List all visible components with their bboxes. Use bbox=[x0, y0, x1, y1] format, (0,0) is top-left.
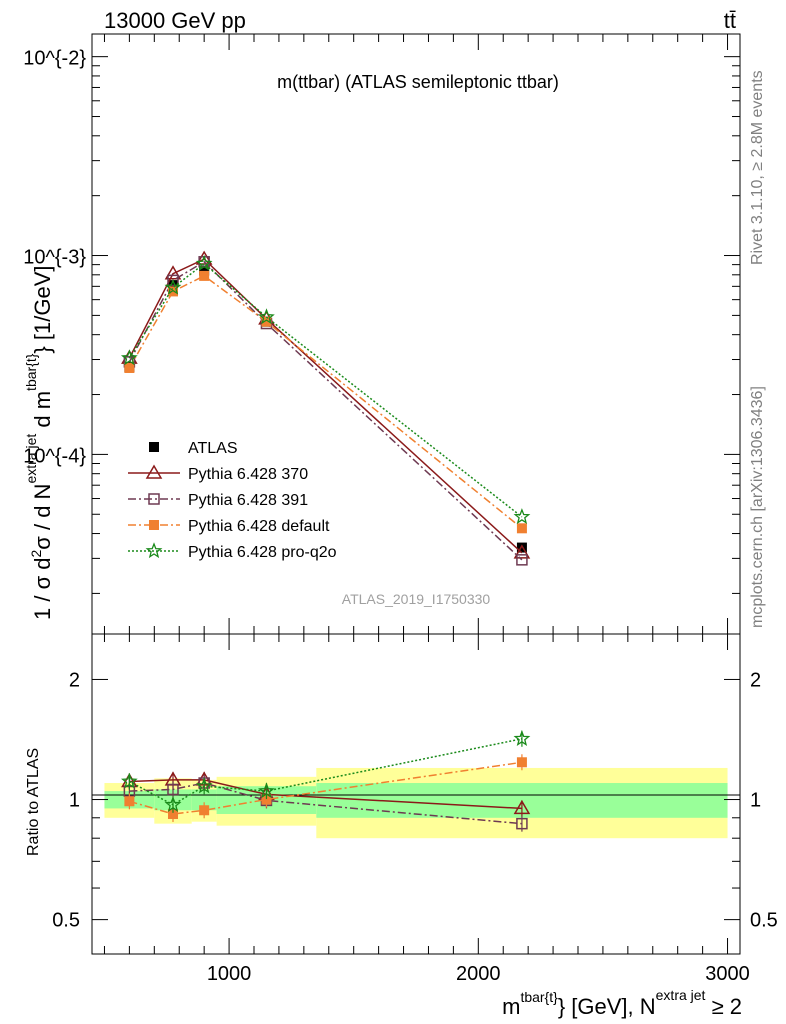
ratio-y-axis: 0.5 0.5 1 1 2 2 bbox=[52, 669, 778, 931]
ratio-point-2-1 bbox=[168, 808, 178, 819]
main-y-tick-label: 10^{-4} bbox=[23, 445, 86, 467]
ratio-y-tick-label-right: 2 bbox=[750, 669, 761, 691]
main-point-4-3 bbox=[258, 308, 275, 325]
main-y-tick-label: 10^{-2} bbox=[23, 48, 86, 70]
main-series-line-4 bbox=[128, 262, 523, 518]
ratio-y-tick-label: 1 bbox=[69, 790, 80, 812]
legend: ATLAS Pythia 6.428 370 Pythia 6.428 391 Pyt… bbox=[128, 440, 337, 561]
legend-marker-2 bbox=[148, 493, 160, 505]
analysis-watermark: ATLAS_2019_I1750330 bbox=[342, 591, 491, 607]
rivet-version-label: Rivet 3.1.10, ≥ 2.8M events bbox=[749, 70, 766, 265]
main-point-4-1 bbox=[164, 278, 182, 295]
main-y-axis-label: 1 / σ d2σ / d Nextra jet d mtbar{t}} [1/… bbox=[23, 266, 55, 621]
collision-label: 13000 GeV pp bbox=[104, 8, 246, 33]
ratio-point-2-0 bbox=[124, 796, 135, 807]
x-axis: 1000 2000 3000 bbox=[103, 34, 750, 985]
legend-marker-3 bbox=[149, 520, 159, 530]
main-series-line-3 bbox=[128, 275, 523, 529]
main-y-tick-label: 10^{-3} bbox=[23, 247, 86, 269]
main-series-layer bbox=[120, 250, 531, 566]
legend-label-0: ATLAS bbox=[188, 440, 238, 457]
legend-label-2: Pythia 6.428 391 bbox=[188, 492, 308, 509]
ratio-point-3-3 bbox=[258, 782, 275, 799]
main-point-2-1 bbox=[167, 274, 179, 287]
ratio-point-3-1 bbox=[164, 796, 182, 812]
main-point-3-3 bbox=[261, 316, 272, 327]
main-point-1-4 bbox=[513, 544, 531, 559]
ratio-y-tick-label-right: 1 bbox=[750, 790, 761, 812]
ratio-y-tick-label: 2 bbox=[69, 669, 80, 691]
ratio-point-2-4 bbox=[516, 757, 527, 768]
legend-label-4: Pythia 6.428 pro-q2o bbox=[188, 544, 337, 561]
mcplots-label: mcplots.cern.ch [arXiv:1306.3436] bbox=[749, 386, 766, 628]
main-point-4-2 bbox=[195, 254, 213, 271]
ratio-point-1-4 bbox=[516, 817, 528, 830]
ratio-panel: 0.5 0.5 1 1 2 2 1000 2000 3000 bbox=[52, 34, 778, 985]
main-point-0-2 bbox=[199, 265, 210, 276]
legend-marker-1 bbox=[145, 464, 163, 479]
ratio-point-0-4 bbox=[513, 799, 531, 815]
main-point-4-0 bbox=[120, 349, 138, 366]
legend-label-1: Pythia 6.428 370 bbox=[188, 466, 308, 483]
svg-text:1 / σ d2σ / d Nextra jet d mtb: 1 / σ d2σ / d Nextra jet d mtbar{t}} [1/… bbox=[23, 266, 55, 621]
x-axis-label: mtbar{t}} [GeV], Nextra jet ≥ 2 bbox=[502, 987, 742, 1019]
main-panel: m(ttbar) (ATLAS semileptonic ttbar) ATLA… bbox=[23, 33, 741, 635]
plot-title: m(ttbar) (ATLAS semileptonic ttbar) bbox=[277, 72, 559, 92]
main-point-3-4 bbox=[516, 523, 527, 534]
svg-text:mtbar{t}} [GeV], Nextra jet ≥: mtbar{t}} [GeV], Nextra jet ≥ 2 bbox=[502, 987, 742, 1019]
legend-marker-0 bbox=[149, 442, 159, 452]
ratio-y-tick-label-right: 0.5 bbox=[750, 910, 778, 932]
ratio-point-2-2 bbox=[199, 805, 210, 816]
ratio-point-2-3 bbox=[261, 794, 272, 805]
ratio-point-3-4 bbox=[513, 729, 531, 746]
main-point-1-1 bbox=[164, 265, 182, 280]
ratio-y-axis-label: Ratio to ATLAS bbox=[25, 748, 42, 856]
main-point-4-4 bbox=[513, 508, 531, 525]
legend-marker-4 bbox=[145, 542, 163, 559]
ratio-frame bbox=[91, 633, 741, 955]
main-y-axis: 10^{-4} 10^{-3} 10^{-2} bbox=[23, 48, 740, 594]
main-point-2-4 bbox=[516, 554, 528, 566]
x-tick-label: 3000 bbox=[705, 963, 750, 985]
main-point-0-4 bbox=[516, 542, 527, 553]
main-series-line-2 bbox=[128, 260, 523, 561]
x-tick-label: 2000 bbox=[456, 963, 501, 985]
ratio-series-layer bbox=[121, 729, 531, 832]
main-point-3-0 bbox=[124, 362, 135, 373]
main-series-line-1 bbox=[128, 258, 523, 554]
ratio-point-1-1 bbox=[167, 783, 179, 796]
x-tick-label: 1000 bbox=[207, 963, 252, 985]
main-point-3-1 bbox=[168, 286, 178, 297]
process-label: tt̄ bbox=[724, 8, 736, 33]
main-point-3-2 bbox=[199, 270, 210, 281]
legend-label-3: Pythia 6.428 default bbox=[188, 518, 330, 535]
ratio-point-3-2 bbox=[195, 777, 213, 794]
ratio-point-3-0 bbox=[121, 772, 138, 789]
ratio-y-tick-label: 0.5 bbox=[52, 910, 80, 932]
